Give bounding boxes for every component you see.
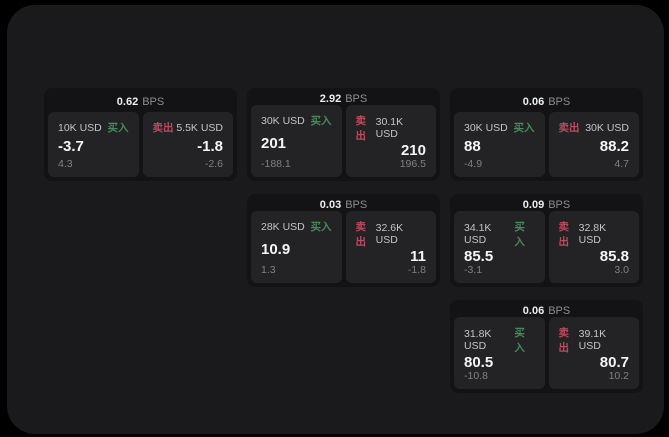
buy-notional: 31.8K USD xyxy=(464,328,492,352)
bps-value: 0.06 xyxy=(522,96,545,108)
sell-price: 80.7 xyxy=(599,354,629,371)
buy-quote-tile[interactable]: 30K USD 买入 201 -188.1 xyxy=(251,105,342,177)
sell-price: 88.2 xyxy=(599,138,629,155)
buy-delta: -4.9 xyxy=(464,158,483,170)
quote-card: 0.62 BPS 10K USD 买入 -3.7 4.3 卖出 5.5K USD xyxy=(44,88,237,181)
bps-header: 0.09 BPS xyxy=(454,198,639,211)
sell-notional: 32.6K USD xyxy=(375,222,404,246)
buy-notional: 10K USD xyxy=(58,121,102,134)
bps-header: 0.03 BPS xyxy=(251,198,436,211)
sell-notional: 39.1K USD xyxy=(578,328,607,352)
bps-value: 0.06 xyxy=(522,304,545,317)
sell-quote-tile[interactable]: 卖出 30.1K USD 210 196.5 xyxy=(345,105,436,177)
sell-delta: 4.7 xyxy=(614,158,629,170)
buy-price: 10.9 xyxy=(261,240,291,258)
quote-card: 0.06 BPS 31.8K USD 买入 80.5 -10.8 卖出 39.1… xyxy=(450,300,643,393)
buy-notional: 30K USD xyxy=(464,121,508,134)
sell-delta: 3.0 xyxy=(614,264,629,276)
bps-header: 0.62 BPS xyxy=(48,92,233,112)
sell-delta: 196.5 xyxy=(399,158,426,170)
buy-label: 买入 xyxy=(310,221,332,233)
sell-notional: 30.1K USD xyxy=(375,116,404,140)
buy-label: 买入 xyxy=(514,327,525,354)
sell-label: 卖出 xyxy=(558,327,570,354)
bps-value: 2.92 xyxy=(319,92,342,105)
bps-unit-label: BPS xyxy=(548,304,571,317)
buy-price: 85.5 xyxy=(464,248,494,265)
sell-quote-tile[interactable]: 卖出 32.6K USD 11 -1.8 xyxy=(345,211,436,283)
bps-value: 0.03 xyxy=(319,198,342,211)
buy-quote-tile[interactable]: 34.1K USD 买入 85.5 -3.1 xyxy=(454,211,545,283)
sell-quote-tile[interactable]: 卖出 30K USD 88.2 4.7 xyxy=(548,112,639,177)
app-panel: 0.62 BPS 10K USD 买入 -3.7 4.3 卖出 5.5K USD xyxy=(7,5,664,434)
buy-delta: -3.1 xyxy=(464,264,483,276)
sell-delta: -1.8 xyxy=(407,264,426,276)
buy-quote-tile[interactable]: 30K USD 买入 88 -4.9 xyxy=(454,112,545,177)
sell-label: 卖出 xyxy=(152,122,174,134)
sell-notional: 32.8K USD xyxy=(578,222,607,246)
bps-unit-label: BPS xyxy=(548,96,571,108)
sell-price: 85.8 xyxy=(599,248,629,265)
bps-unit-label: BPS xyxy=(345,198,368,211)
quote-card: 0.09 BPS 34.1K USD 买入 85.5 -3.1 卖出 32.8K… xyxy=(450,194,643,287)
sell-quote-tile[interactable]: 卖出 5.5K USD -1.8 -2.6 xyxy=(142,112,233,177)
quote-card-grid: 0.62 BPS 10K USD 买入 -3.7 4.3 卖出 5.5K USD xyxy=(44,88,643,393)
buy-notional: 34.1K USD xyxy=(464,222,492,246)
sell-quote-tile[interactable]: 卖出 39.1K USD 80.7 10.2 xyxy=(548,317,639,389)
buy-notional: 30K USD xyxy=(261,114,305,127)
sell-label: 卖出 xyxy=(355,221,367,248)
sell-price: 11 xyxy=(410,248,426,265)
quote-card: 2.92 BPS 30K USD 买入 201 -188.1 卖出 30.1K … xyxy=(247,88,440,181)
bps-value: 0.09 xyxy=(522,198,545,211)
buy-price: 88 xyxy=(464,138,481,155)
buy-delta: -10.8 xyxy=(464,370,488,382)
buy-label: 买入 xyxy=(107,122,129,134)
bps-unit-label: BPS xyxy=(345,92,368,105)
buy-quote-tile[interactable]: 28K USD 买入 10.9 1.3 xyxy=(251,211,342,283)
sell-label: 卖出 xyxy=(558,122,580,134)
sell-delta: -2.6 xyxy=(204,158,223,170)
bps-value: 0.62 xyxy=(116,96,139,108)
sell-label: 卖出 xyxy=(558,221,570,248)
buy-delta: 4.3 xyxy=(58,158,73,170)
buy-label: 买入 xyxy=(514,221,525,248)
buy-price: 201 xyxy=(261,134,287,152)
bps-header: 2.92 BPS xyxy=(251,92,436,105)
sell-notional: 5.5K USD xyxy=(176,121,223,134)
buy-delta: -188.1 xyxy=(261,158,291,170)
bps-unit-label: BPS xyxy=(548,198,571,211)
bps-header: 0.06 BPS xyxy=(454,92,639,112)
quote-card: 0.03 BPS 28K USD 买入 10.9 1.3 卖出 32.6K US… xyxy=(247,194,440,287)
buy-notional: 28K USD xyxy=(261,220,305,233)
buy-delta: 1.3 xyxy=(261,264,276,276)
sell-price: -1.8 xyxy=(197,138,223,155)
bps-header: 0.06 BPS xyxy=(454,304,639,317)
buy-label: 买入 xyxy=(513,122,535,134)
sell-quote-tile[interactable]: 卖出 32.8K USD 85.8 3.0 xyxy=(548,211,639,283)
sell-label: 卖出 xyxy=(355,115,367,142)
sell-price: 210 xyxy=(400,142,426,159)
quote-card: 0.06 BPS 30K USD 买入 88 -4.9 卖出 30K USD xyxy=(450,88,643,181)
sell-delta: 10.2 xyxy=(608,370,629,382)
buy-quote-tile[interactable]: 10K USD 买入 -3.7 4.3 xyxy=(48,112,139,177)
buy-label: 买入 xyxy=(310,115,332,127)
buy-quote-tile[interactable]: 31.8K USD 买入 80.5 -10.8 xyxy=(454,317,545,389)
buy-price: -3.7 xyxy=(58,138,84,155)
bps-unit-label: BPS xyxy=(142,96,165,108)
sell-notional: 30K USD xyxy=(585,121,629,134)
buy-price: 80.5 xyxy=(464,354,494,371)
